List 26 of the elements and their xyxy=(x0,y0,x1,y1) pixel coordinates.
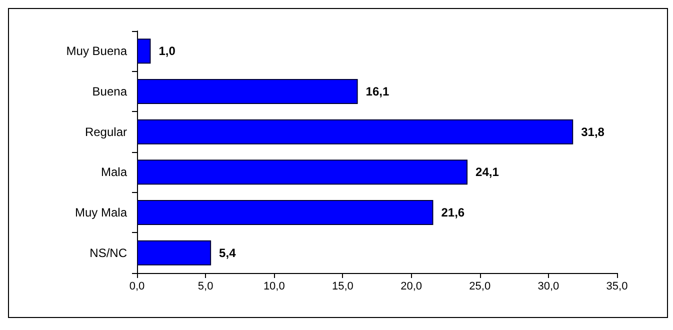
x-tick-label: 30,0 xyxy=(538,280,560,292)
data-label: 31,8 xyxy=(581,124,605,139)
x-tick-label: 20,0 xyxy=(400,280,422,292)
x-tick-label: 35,0 xyxy=(606,280,628,292)
y-tick-label: Regular xyxy=(84,124,127,139)
x-tick-label: 0,0 xyxy=(129,280,145,292)
y-tick-label: Muy Mala xyxy=(74,206,128,220)
y-tick-label: Buena xyxy=(92,84,128,98)
data-label: 24,1 xyxy=(476,165,500,180)
y-tick-label: NS/NC xyxy=(90,246,128,260)
data-label: 16,1 xyxy=(366,84,390,98)
data-label: 5,4 xyxy=(219,246,236,260)
data-label: 21,6 xyxy=(441,206,465,220)
bar xyxy=(137,119,574,144)
bar xyxy=(137,240,212,266)
bar xyxy=(137,78,358,104)
x-tick-label: 5,0 xyxy=(198,280,214,292)
x-tick-label: 10,0 xyxy=(263,280,285,292)
bar xyxy=(137,38,151,64)
x-tick-label: 25,0 xyxy=(469,280,491,292)
bar xyxy=(137,160,468,185)
data-label: 1,0 xyxy=(158,44,176,58)
y-tick-label: Mala xyxy=(100,165,128,180)
x-tick-label: 15,0 xyxy=(332,280,354,292)
y-tick-label: Muy Buena xyxy=(66,44,128,58)
bar xyxy=(137,200,434,226)
